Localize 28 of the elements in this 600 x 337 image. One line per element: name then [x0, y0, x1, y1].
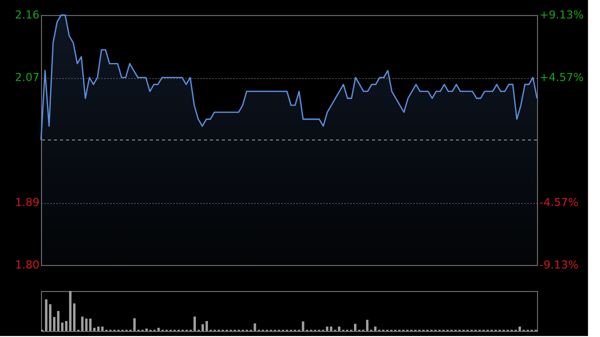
bar — [101, 326, 104, 331]
bar — [338, 326, 340, 331]
y2-tick-label: +4.57% — [540, 70, 584, 84]
y-tick-label: 2.16 — [15, 8, 40, 22]
bar — [330, 326, 332, 331]
bar — [193, 316, 196, 331]
y2-tick-label: -9.13% — [540, 258, 578, 272]
bar — [354, 324, 356, 331]
bar — [374, 326, 376, 331]
bar — [206, 321, 208, 331]
y-tick-label: 2.07 — [15, 71, 40, 84]
bar — [326, 326, 328, 331]
bar — [69, 291, 72, 331]
bar — [89, 318, 92, 331]
bar — [57, 311, 60, 331]
y-tick-label: 1.89 — [15, 196, 40, 209]
y-tick-label: 1.80 — [15, 258, 40, 272]
bar — [45, 299, 48, 331]
bar — [366, 320, 368, 331]
bar — [254, 323, 256, 331]
bar — [518, 326, 521, 331]
y2-tick-label: +9.13% — [540, 8, 584, 22]
bar — [81, 316, 84, 331]
bar — [157, 328, 160, 331]
bar — [202, 324, 204, 331]
bar — [85, 318, 88, 331]
y2-tick-label: -4.57% — [540, 196, 578, 210]
bar — [97, 326, 100, 331]
